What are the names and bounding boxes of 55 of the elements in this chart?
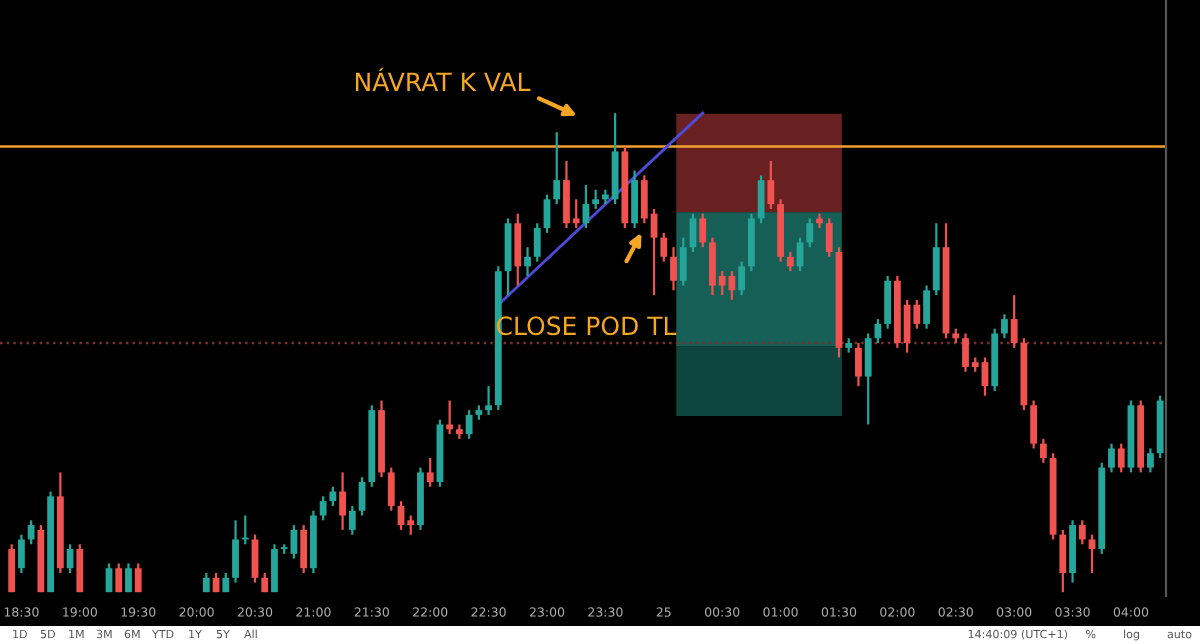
- candlestick: [300, 523, 308, 575]
- candlestick: [699, 212, 707, 249]
- candlestick: [76, 543, 84, 594]
- candlestick: [884, 274, 892, 330]
- candlestick: [1001, 313, 1008, 340]
- candlestick: [855, 341, 862, 388]
- text: NÁVRAT K VAL: [355, 67, 531, 91]
- candlestick: [8, 543, 16, 594]
- candlestick: [514, 212, 522, 287]
- candlestick: [524, 246, 531, 278]
- candlestick: [679, 236, 687, 287]
- candlestick: [553, 131, 561, 206]
- candlestick: [125, 562, 132, 594]
- candlestick: [767, 159, 775, 210]
- candlestick: [465, 409, 473, 440]
- candlestick: [923, 284, 930, 330]
- candlestick: [592, 188, 600, 210]
- candlestick: [329, 485, 337, 508]
- candlestick: [1147, 447, 1154, 474]
- candlestick: [232, 519, 239, 584]
- candlestick: [1069, 519, 1076, 584]
- candlestick: [426, 456, 434, 488]
- candlestick: [446, 399, 454, 436]
- candlestick: [319, 495, 327, 522]
- candlestick: [485, 385, 492, 417]
- candlestick: [631, 169, 638, 230]
- candlestick: [1010, 294, 1018, 349]
- candlestick: [864, 332, 872, 426]
- candlestick: [1030, 399, 1038, 450]
- candlestick: [786, 250, 794, 273]
- candlestick: [738, 260, 746, 297]
- candlestick: [1039, 437, 1047, 464]
- candlestick: [932, 222, 940, 297]
- candlestick: [455, 423, 463, 440]
- candlestick: [533, 222, 541, 263]
- candlestick: [339, 471, 346, 531]
- candlestick: [670, 246, 677, 292]
- candlestick: [757, 174, 765, 225]
- candlestick: [387, 466, 395, 512]
- candlestick: [115, 562, 123, 594]
- candlestick: [1088, 533, 1096, 575]
- candlestick: [806, 217, 814, 249]
- candlestick: [660, 231, 668, 263]
- candlestick: [1078, 519, 1086, 546]
- candlestick: [1059, 528, 1067, 594]
- candlestick: [134, 562, 142, 594]
- candlestick: [27, 519, 35, 546]
- candlestick: [747, 212, 755, 273]
- candlestick: [1108, 442, 1115, 474]
- candlestick: [251, 533, 259, 584]
- candlestick: [271, 543, 278, 594]
- candlestick: [1117, 442, 1125, 474]
- candlestick: [18, 533, 25, 575]
- candlestick: [348, 504, 356, 536]
- candlestick: [825, 217, 833, 258]
